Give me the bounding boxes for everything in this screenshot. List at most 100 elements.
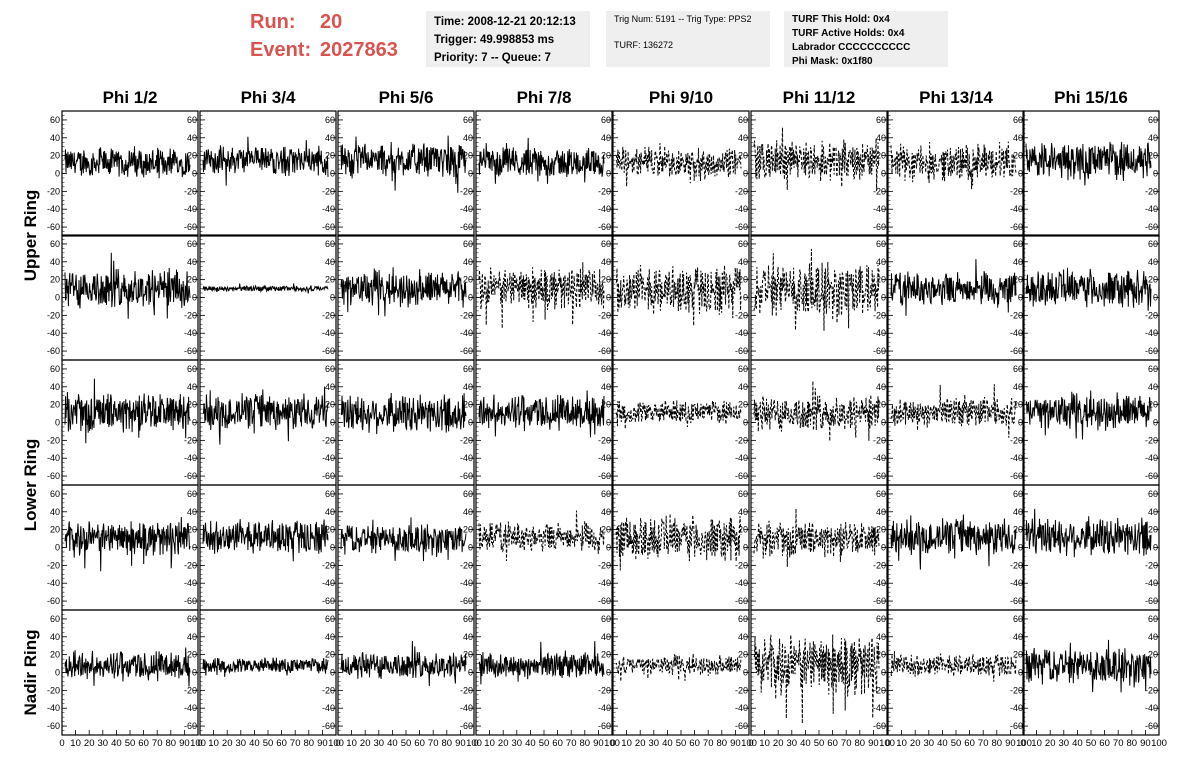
waveform-panel: -60 -40 -20 0 20 40 60 (887, 359, 1025, 486)
y-tick-label: -60 (1010, 346, 1023, 356)
y-tick-label: 40 (876, 133, 886, 143)
x-tick-label: 20 (360, 738, 371, 749)
y-tick-label: 0 (1018, 293, 1023, 303)
y-tick-label: -40 (1010, 453, 1023, 463)
y-tick-label: 40 (601, 382, 611, 392)
y-tick-label: 60 (1013, 489, 1023, 499)
waveform-panel: -60 -40 -20 0 20 40 60 (199, 484, 337, 611)
y-tick-label: 60 (1148, 364, 1158, 374)
y-tick-label: 20 (187, 275, 197, 285)
y-tick-label: 20 (1013, 275, 1023, 285)
waveform-line (202, 386, 329, 445)
row-title: Lower Ring (21, 439, 40, 532)
y-tick-label: -20 (1145, 310, 1158, 320)
waveform-panel: -60 -40 -20 0 20 40 60 (337, 359, 475, 486)
y-tick-label: 20 (50, 275, 60, 285)
y-tick-label: 60 (1013, 364, 1023, 374)
y-tick-label: 60 (187, 239, 197, 249)
y-tick-label: 0 (881, 418, 886, 428)
x-tick-label: 0 (748, 738, 753, 749)
column-title: Phi 9/10 (649, 88, 713, 107)
x-tick-label: 40 (937, 738, 948, 749)
y-tick-label: 20 (325, 525, 335, 535)
y-tick-label: 20 (463, 275, 473, 285)
panel-frame (199, 234, 337, 361)
y-tick-label: 20 (1148, 400, 1158, 410)
y-tick-label: 0 (1018, 543, 1023, 553)
y-tick-label: 0 (1018, 169, 1023, 179)
column-title: Phi 3/4 (241, 88, 296, 107)
y-tick-label: -20 (47, 186, 60, 196)
y-tick-label: 20 (738, 275, 748, 285)
y-tick-label: -60 (47, 346, 60, 356)
x-tick-label: 70 (841, 738, 852, 749)
waveform-line (1025, 508, 1152, 558)
y-tick-label: 60 (1148, 614, 1158, 624)
y-tick-label: -40 (735, 578, 748, 588)
waveform-line (64, 516, 191, 572)
x-tick-label: 90 (179, 738, 190, 749)
y-tick-label: -40 (873, 578, 886, 588)
y-tick-label: 0 (743, 543, 748, 553)
y-tick-label: -20 (322, 560, 335, 570)
y-tick-label: 0 (55, 293, 60, 303)
waveform-panel: -60 -40 -20 0 20 40 60 (750, 110, 888, 237)
waveform-line (753, 248, 880, 331)
y-tick-label: 0 (330, 668, 335, 678)
y-tick-label: 0 (606, 668, 611, 678)
waveform-line (615, 143, 742, 187)
y-tick-label: 0 (55, 418, 60, 428)
y-tick-label: -60 (47, 721, 60, 731)
row-title: Upper Ring (21, 190, 40, 282)
y-tick-label: 60 (325, 115, 335, 125)
waveform-line (340, 135, 467, 193)
waveform-line (478, 390, 605, 438)
y-tick-label: -20 (184, 560, 197, 570)
x-tick-label: 80 (304, 738, 315, 749)
y-tick-label: 60 (1148, 239, 1158, 249)
y-tick-label: 0 (192, 169, 197, 179)
y-tick-label: 60 (876, 115, 886, 125)
y-tick-label: 40 (463, 257, 473, 267)
y-tick-label: 60 (325, 489, 335, 499)
y-tick-label: -60 (184, 222, 197, 232)
y-tick-label: -60 (184, 471, 197, 481)
waveform-panel: -60 -40 -20 0 20 40 60 (612, 359, 750, 486)
y-tick-label: -60 (735, 721, 748, 731)
y-tick-label: -20 (460, 186, 473, 196)
waveform-line (478, 641, 605, 685)
panel-frame (61, 110, 199, 237)
y-tick-label: 40 (601, 257, 611, 267)
column-title: Phi 13/14 (919, 88, 993, 107)
y-tick-label: -20 (873, 685, 886, 695)
y-tick-label: -20 (735, 435, 748, 445)
x-tick-label: 20 (635, 738, 646, 749)
y-tick-label: 40 (876, 257, 886, 267)
y-tick-label: -60 (322, 346, 335, 356)
column-title: Phi 7/8 (517, 88, 572, 107)
waveform-line (1025, 267, 1152, 311)
trigger-time-box: Time: 2008-12-21 20:12:13 Trigger: 49.99… (426, 11, 590, 67)
y-tick-label: -40 (735, 328, 748, 338)
y-tick-label: 0 (606, 293, 611, 303)
y-tick-label: 20 (50, 525, 60, 535)
y-tick-label: 40 (1148, 257, 1158, 267)
y-tick-label: 0 (330, 169, 335, 179)
y-tick-label: 0 (1153, 668, 1158, 678)
y-tick-label: 40 (1013, 382, 1023, 392)
x-tick-label: 40 (111, 738, 122, 749)
y-tick-label: 60 (1148, 115, 1158, 125)
x-tick-label: 50 (401, 738, 412, 749)
x-tick-label: 20 (910, 738, 921, 749)
y-tick-label: 60 (876, 364, 886, 374)
y-tick-label: 40 (738, 257, 748, 267)
x-tick-label: 80 (580, 738, 591, 749)
waveform-panel: -60 -40 -20 0 20 40 60 (750, 359, 888, 486)
y-tick-label: 20 (601, 650, 611, 660)
x-tick-label: 20 (498, 738, 509, 749)
event-label: Event: (250, 39, 312, 61)
